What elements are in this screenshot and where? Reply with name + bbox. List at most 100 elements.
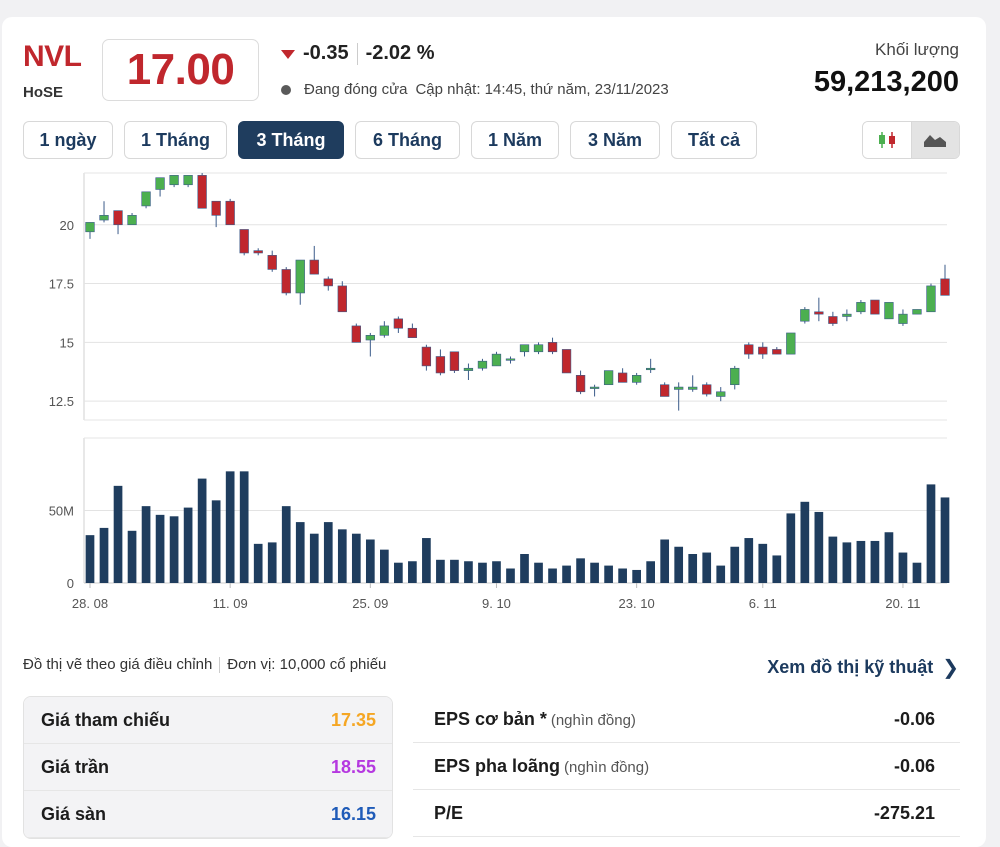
candle-up [688,386,698,390]
candle-down [337,285,347,313]
volume-bar [912,562,922,583]
candle-up [477,360,488,369]
change-percent: -2.02 % [365,42,435,64]
volume-bar [604,565,613,583]
candle-up [141,191,151,207]
x-tick-label: 23. 10 [619,596,655,610]
candle-down [575,375,586,393]
volume-bar [758,543,768,583]
x-tick-label: 25. 09 [352,596,388,610]
candle-up [603,370,614,386]
candle-down [940,278,950,296]
area-chart-toggle[interactable] [910,122,959,158]
candle-up [674,386,684,390]
volume-bar [141,506,151,583]
x-tick-label: 11. 09 [213,596,248,610]
tab-all[interactable]: Tất cả [671,121,757,159]
exchange-label: HoSE [23,84,64,101]
tab-1-month[interactable]: 1 Tháng [124,121,227,159]
eps-unit: (nghìn đồng) [550,711,636,729]
change-value: -0.35 [303,42,349,64]
volume-bar [674,546,684,583]
tab-3-years[interactable]: 3 Năm [570,121,660,159]
volume-value: 59,213,200 [813,66,959,98]
volume-bar [926,484,936,583]
candle-up [786,332,796,355]
current-price: 17.00 [102,39,259,101]
eps-label: EPS pha loãng [434,755,561,776]
volume-bar [800,501,810,583]
candle-up [533,344,544,353]
volume-bar [716,565,726,583]
candle-down [267,255,277,270]
candle-down [225,200,235,226]
candle-down [421,346,432,367]
eps-label: EPS cơ bản * [434,708,547,729]
volume-bar [197,478,207,583]
candle-up [716,391,726,397]
area-chart-icon [924,135,947,147]
volume-bar [450,559,459,583]
candle-up [99,215,109,221]
price-tick-label: 20 [60,218,74,233]
ref-value: 17.35 [330,709,376,730]
eps-label: P/E [434,802,464,823]
candle-up [463,367,474,371]
divider [219,656,221,673]
candle-up [505,358,516,361]
volume-bar [632,569,641,583]
candle-up [842,313,852,317]
candle-down [828,316,838,324]
candle-up [800,309,810,322]
candlestick-toggle[interactable] [863,122,911,158]
volume-bar [281,506,291,583]
x-tick-label: 20. 11 [885,596,920,610]
candle-down [113,210,123,226]
candle-down [744,344,754,355]
volume-bar [99,527,109,583]
volume-bar [842,542,852,583]
unit-note: Đơn vị: 10,000 cổ phiếu [227,656,387,673]
candle-up [169,175,179,186]
candle-up [365,335,375,341]
volume-bar [786,513,796,583]
tab-1-year[interactable]: 1 Năm [471,121,559,159]
candle-up [730,367,740,386]
volume-bar [772,555,782,583]
volume-tick-label: 0 [67,576,74,591]
candle-up [856,302,866,313]
volume-bar [394,562,403,583]
volume-tick-label: 50M [49,504,74,519]
chart-type-switch [862,121,960,159]
volume-bar [590,562,599,583]
candle-up [85,222,95,233]
eps-value: -275.21 [873,802,935,823]
volume-bar [295,522,305,583]
candle-down [547,342,558,353]
volume-bar [113,485,123,583]
candle-down [758,346,768,355]
candlestick-icon [878,132,895,148]
volume-bar [309,533,319,583]
tab-1-day[interactable]: 1 ngày [23,121,113,159]
volume-bar [379,549,389,583]
eps-table: EPS cơ bản * (nghìn đồng) -0.06 EPS pha l… [413,696,960,837]
ref-label: Giá tham chiếu [41,709,171,730]
eps-unit: (nghìn đồng) [564,758,650,776]
volume-bar [492,561,501,583]
volume-bar [365,539,375,583]
candle-up [926,285,936,313]
tab-6-months[interactable]: 6 Tháng [355,121,460,159]
volume-bar [436,559,445,583]
candle-down [449,351,460,371]
volume-bar [253,543,263,583]
volume-bar [464,561,473,583]
price-volume-chart[interactable]: 12.5 15 17.5 20 0 50M 28. 08 11. 09 25. 09 9. 10 2… [0,160,1000,610]
candle-up [519,344,530,353]
tab-3-months[interactable]: 3 Tháng [238,121,344,159]
ref-value: 18.55 [330,756,376,777]
candle-down [393,318,404,329]
volume-bar [169,516,179,583]
technical-chart-link[interactable]: Xem đồ thị kỹ thuật ❯ [767,655,959,680]
volume-bar [155,514,165,583]
